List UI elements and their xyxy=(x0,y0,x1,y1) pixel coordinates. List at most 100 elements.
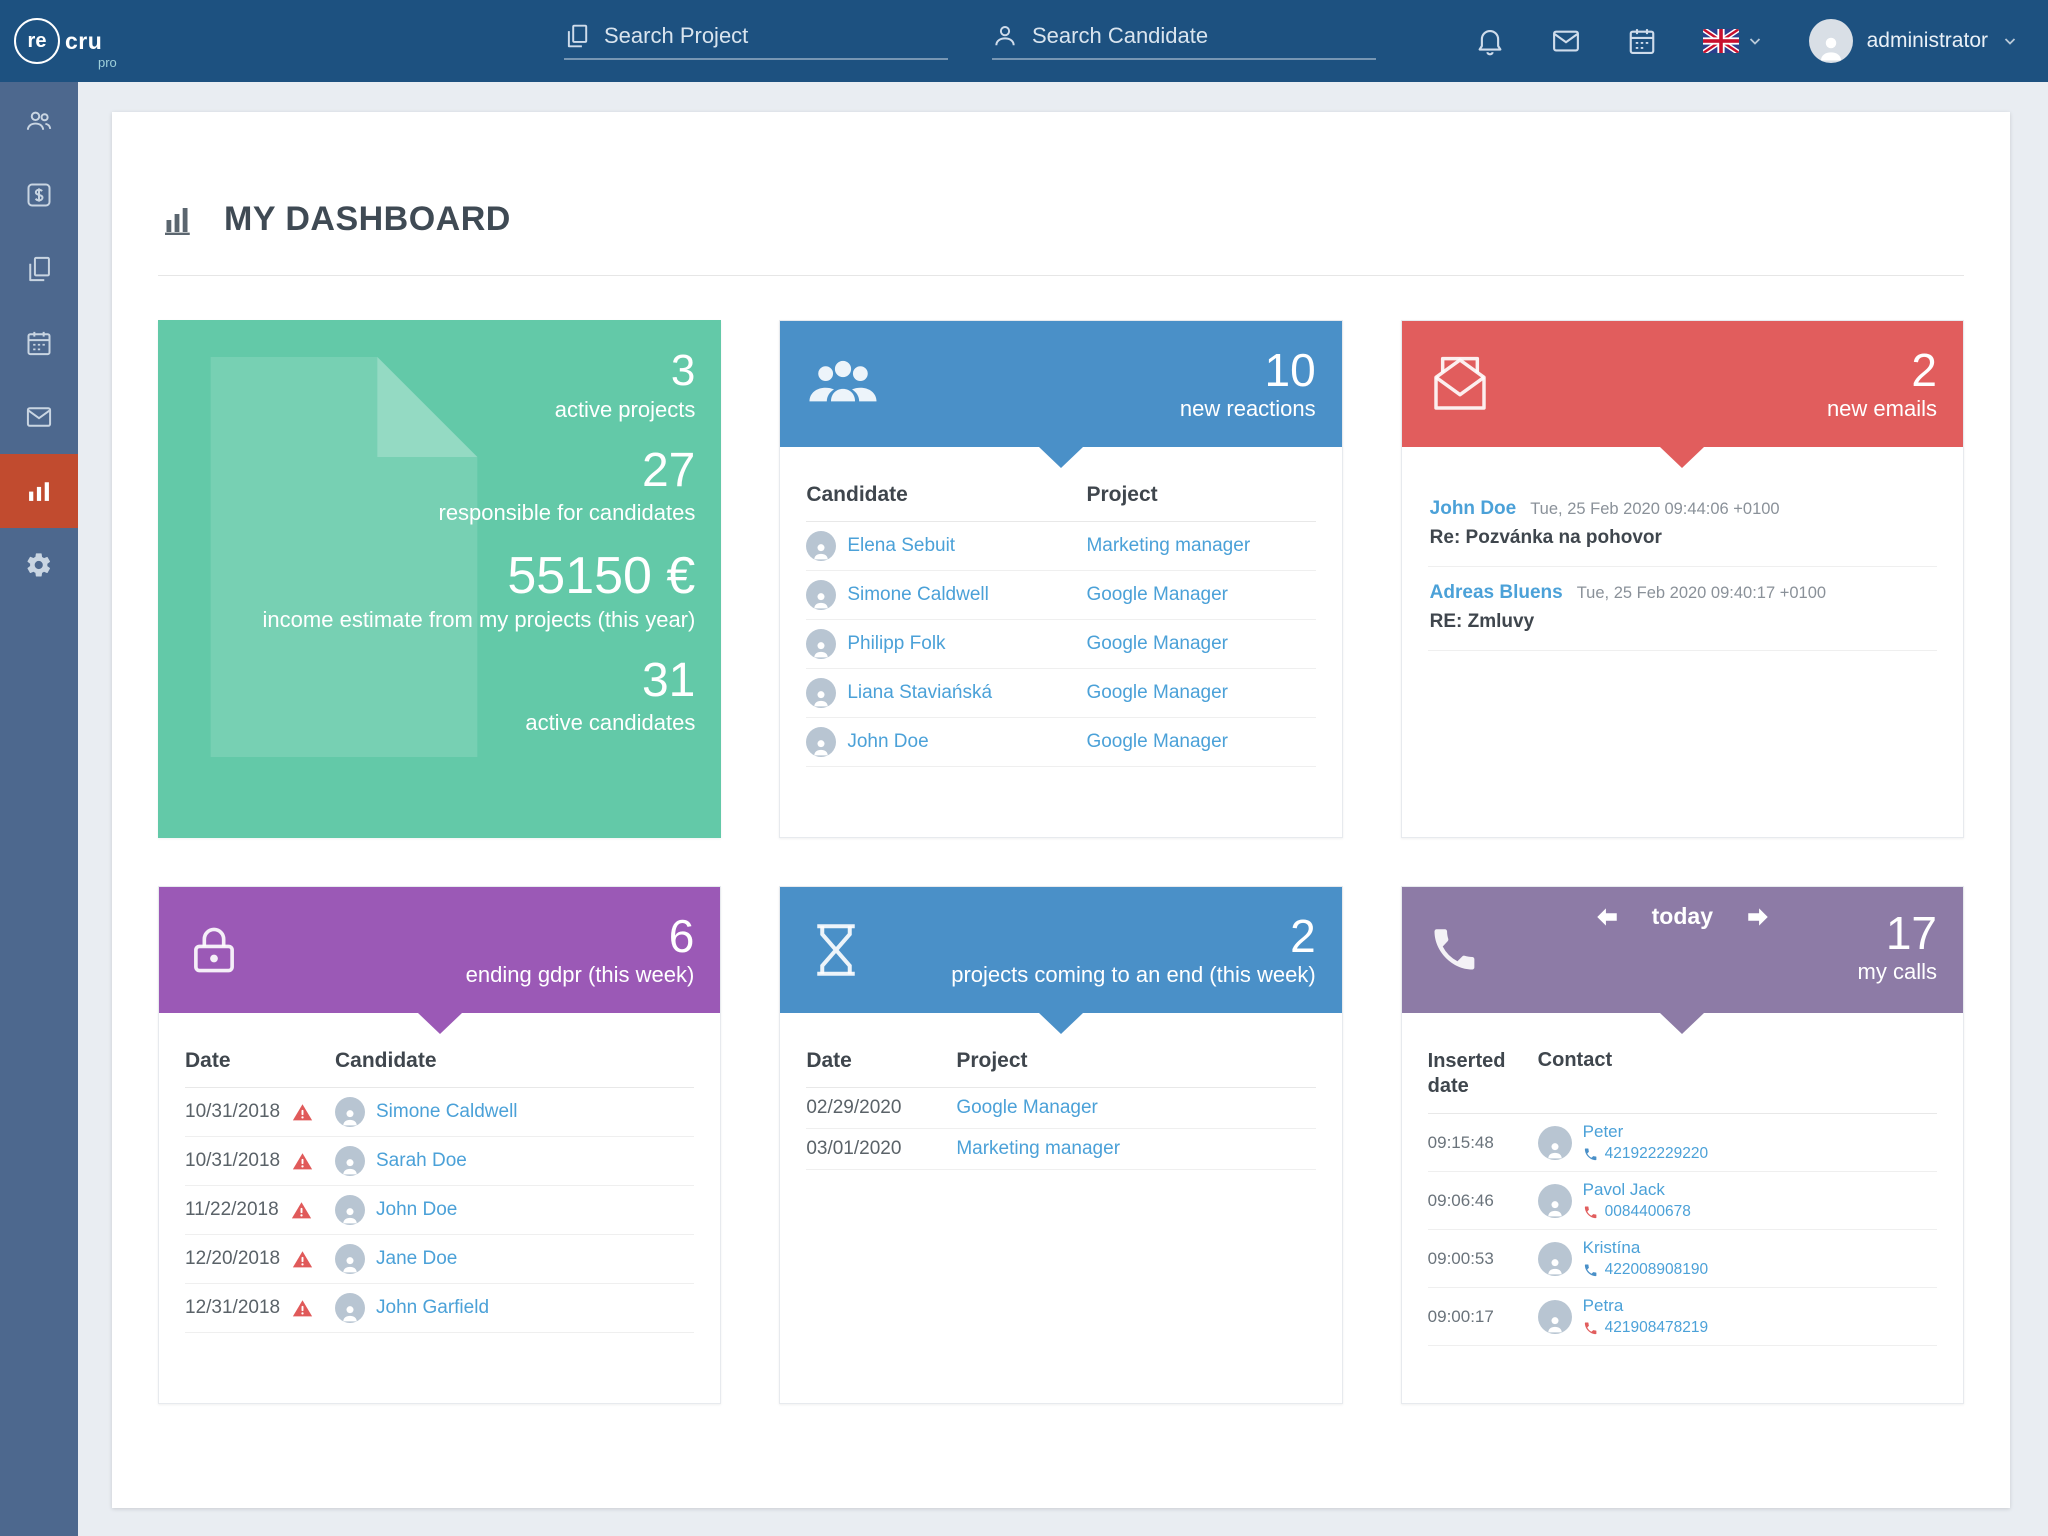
search-candidate-field xyxy=(992,22,1376,60)
open-envelope-icon xyxy=(1428,352,1492,416)
contact-link[interactable]: Pavol Jack xyxy=(1582,1180,1665,1199)
stat-active-projects: 3 active projects xyxy=(554,346,696,423)
avatar xyxy=(806,629,837,659)
app-logo[interactable]: re cru pro xyxy=(14,18,164,70)
phone-number-link[interactable]: 422008908190 xyxy=(1604,1261,1709,1278)
my-calls-header: today 17 my calls xyxy=(1401,887,1963,1013)
language-selector[interactable] xyxy=(1702,29,1763,53)
phone-number-link[interactable]: 421922229220 xyxy=(1604,1145,1709,1162)
candidate-link[interactable]: Liana Staviańská xyxy=(847,682,993,703)
logo-text: cru xyxy=(65,27,103,54)
project-link[interactable]: Google Manager xyxy=(1086,584,1228,605)
contact-link[interactable]: Petra xyxy=(1582,1296,1624,1315)
new-emails-count: 2 xyxy=(1911,343,1937,396)
notifications-bell-icon[interactable] xyxy=(1475,26,1505,56)
phone-number-link[interactable]: 421908478219 xyxy=(1604,1319,1709,1336)
stat-active-candidates: 31 active candidates xyxy=(525,654,696,735)
ending-gdpr-count-block: 6 ending gdpr (this week) xyxy=(466,912,695,988)
avatar xyxy=(335,1097,365,1127)
candidate-link[interactable]: Simone Caldwell xyxy=(376,1101,518,1122)
messages-envelope-icon[interactable] xyxy=(1551,26,1581,56)
project-link[interactable]: Marketing manager xyxy=(956,1138,1121,1159)
stats-card: 3 active projects 27 responsible for can… xyxy=(158,320,722,838)
candidate-link[interactable]: Jane Doe xyxy=(376,1248,458,1269)
candidate-link[interactable]: Sarah Doe xyxy=(376,1150,467,1171)
warning-icon xyxy=(292,1249,313,1270)
documents-icon xyxy=(29,256,50,282)
avatar xyxy=(806,580,837,610)
email-sender-link[interactable]: John Doe xyxy=(1429,498,1517,519)
email-row: Adreas Bluens Tue, 25 Feb 2020 09:40:17 … xyxy=(1427,567,1937,651)
prev-day-button[interactable] xyxy=(1594,904,1620,930)
table-header: Date Candidate xyxy=(185,1049,695,1088)
next-day-button[interactable] xyxy=(1745,904,1771,930)
avatar xyxy=(1537,1299,1572,1334)
avatar xyxy=(806,531,837,561)
sidebar-item-settings[interactable] xyxy=(0,528,78,602)
group-icon xyxy=(806,356,880,412)
project-end-row: 03/01/2020 Marketing manager xyxy=(806,1129,1316,1170)
sidebar-item-mail[interactable] xyxy=(0,380,78,454)
project-link[interactable]: Google Manager xyxy=(956,1097,1098,1118)
phone-number-link[interactable]: 0084400678 xyxy=(1604,1203,1691,1220)
projects-ending-count: 2 xyxy=(1290,909,1316,962)
sidebar-item-candidates[interactable] xyxy=(0,84,78,158)
call-direction-icon xyxy=(1583,1147,1598,1162)
contact-link[interactable]: Kristína xyxy=(1582,1238,1641,1257)
phone-icon xyxy=(1428,924,1480,976)
my-calls-count: 17 xyxy=(1885,906,1937,959)
user-menu[interactable]: administrator xyxy=(1808,19,2018,63)
table-header: Inserted date Contact xyxy=(1427,1049,1937,1114)
avatar xyxy=(335,1195,365,1225)
calendar-icon xyxy=(27,331,51,356)
candidate-link[interactable]: John Doe xyxy=(847,731,929,752)
sidebar xyxy=(0,82,78,1536)
new-reactions-header: 10 new reactions xyxy=(780,321,1342,447)
contact-link[interactable]: Peter xyxy=(1582,1122,1624,1141)
candidate-link[interactable]: John Doe xyxy=(376,1199,458,1220)
gdpr-row: 12/31/2018 John Garfield xyxy=(185,1284,695,1333)
projects-ending-table: Date Project 02/29/2020 Google Manager 0… xyxy=(780,1013,1341,1190)
candidate-link[interactable]: John Garfield xyxy=(376,1297,490,1318)
sidebar-item-dashboard[interactable] xyxy=(0,454,78,528)
avatar xyxy=(1537,1183,1572,1218)
new-emails-header: 2 new emails xyxy=(1401,321,1963,447)
candidate-link[interactable]: Philipp Folk xyxy=(847,633,946,654)
sidebar-item-calendar[interactable] xyxy=(0,306,78,380)
envelope-icon xyxy=(26,407,52,427)
gdpr-row: 10/31/2018 Sarah Doe xyxy=(185,1137,695,1186)
logo-re-badge: re xyxy=(14,18,60,64)
project-link[interactable]: Google Manager xyxy=(1086,731,1228,752)
call-row: 09:00:53 Kristína 422008908190 xyxy=(1427,1230,1937,1288)
project-link[interactable]: Google Manager xyxy=(1086,633,1228,654)
lock-icon xyxy=(185,921,243,979)
ending-gdpr-table: Date Candidate 10/31/2018 Simone Caldwel… xyxy=(159,1013,720,1353)
avatar xyxy=(335,1244,365,1274)
email-row: John Doe Tue, 25 Feb 2020 09:44:06 +0100… xyxy=(1427,483,1937,567)
sidebar-item-finance[interactable] xyxy=(0,158,78,232)
calendar-icon[interactable] xyxy=(1627,26,1657,56)
call-direction-icon xyxy=(1583,1205,1598,1220)
avatar xyxy=(1537,1125,1572,1160)
warning-icon xyxy=(291,1200,312,1221)
project-link[interactable]: Google Manager xyxy=(1086,682,1228,703)
chevron-down-icon xyxy=(2002,33,2018,49)
my-calls-title: my calls xyxy=(1857,959,1937,985)
project-link[interactable]: Marketing manager xyxy=(1086,535,1251,556)
people-icon xyxy=(26,111,52,130)
search-project-input[interactable] xyxy=(604,22,948,49)
sidebar-item-projects[interactable] xyxy=(0,232,78,306)
project-document-icon xyxy=(567,24,588,47)
dashboard-grid: 3 active projects 27 responsible for can… xyxy=(158,320,1964,1404)
projects-ending-card: 2 projects coming to an end (this week) … xyxy=(779,886,1343,1404)
ending-gdpr-header: 6 ending gdpr (this week) xyxy=(159,887,721,1013)
avatar xyxy=(335,1293,365,1323)
email-sender-link[interactable]: Adreas Bluens xyxy=(1429,582,1563,603)
new-emails-list: John Doe Tue, 25 Feb 2020 09:44:06 +0100… xyxy=(1402,447,1963,671)
avatar xyxy=(1537,1241,1572,1276)
candidate-link[interactable]: Elena Sebuit xyxy=(847,535,956,556)
new-reactions-count-block: 10 new reactions xyxy=(1180,346,1316,422)
candidate-link[interactable]: Simone Caldwell xyxy=(847,584,989,605)
search-candidate-input[interactable] xyxy=(1032,22,1376,49)
table-header: Date Project xyxy=(806,1049,1316,1088)
